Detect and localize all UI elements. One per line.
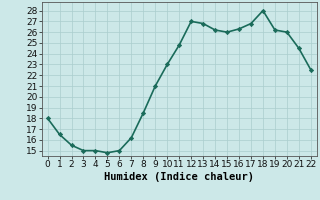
X-axis label: Humidex (Indice chaleur): Humidex (Indice chaleur)	[104, 172, 254, 182]
